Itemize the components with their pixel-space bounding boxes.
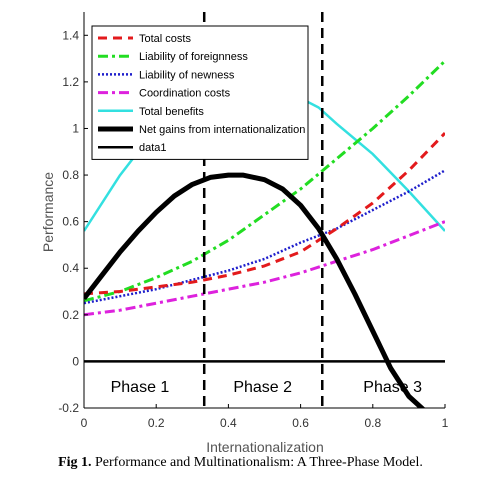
y-tick-label: 0.8 [62,168,79,182]
y-tick-label: 1.2 [62,75,79,89]
ticks: -0.200.20.40.60.811.21.40 0.2 0.4 0.6 0.8 1 [58,28,448,430]
phase-label-1: Phase 1 [111,379,170,396]
phase-label-3: Phase 3 [363,379,422,396]
annotations: Phase 1 Phase 2 Phase 3 [111,379,423,396]
legend-label-total-costs: Total costs [139,33,191,45]
series-line-coordination-costs [84,220,445,317]
y-tick-label: 1.4 [62,28,79,42]
figure-caption-text: Performance and Multinationalism: A Thre… [91,455,423,470]
series-line-total-costs [84,132,445,296]
legend-label-net-gains-from-internationalization: Net gains from internationalization [139,124,305,136]
x-tick-label: 0.2 [148,416,165,430]
y-tick-label: -0.2 [58,401,79,415]
legend-label-liability-of-newness: Liability of newness [139,69,235,81]
y-tick-label: 0.6 [62,215,79,229]
x-axis-title: Internationalization [206,439,324,455]
y-tick-label: 0 [72,354,79,368]
legend-label-coordination-costs: Coordination costs [139,88,231,100]
x-tick-label: 0 [81,416,88,430]
y-axis-title: Performance [40,172,56,252]
series-line-net-gains-from-internationalization [84,172,426,408]
series-line-liability-of-foreignness [84,59,445,303]
legend-label-liability-of-foreignness: Liability of foreignness [139,51,248,63]
x-tick-label: 0.8 [364,416,381,430]
x-tick-label: 0.4 [220,416,237,430]
figure-caption: Fig 1. Performance and Multinationalism:… [0,455,481,471]
legend-label-total-benefits: Total benefits [139,106,204,118]
legend-label-data1: data1 [139,142,167,154]
phase-label-2: Phase 2 [233,379,292,396]
y-tick-label: 1 [72,121,79,135]
y-tick-label: 0.4 [62,261,79,275]
series-line-liability-of-newness [84,169,445,305]
legend: Total costs Liability of foreignness Liabi… [91,25,309,160]
y-tick-label: 0.2 [62,308,79,322]
chart: -0.200.20.40.60.811.21.40 0.2 0.4 0.6 0.8 1 P… [40,12,449,455]
figure-caption-label: Fig 1. [58,455,92,470]
x-tick-label: 0.6 [292,416,309,430]
x-tick-label: 1 [442,416,449,430]
